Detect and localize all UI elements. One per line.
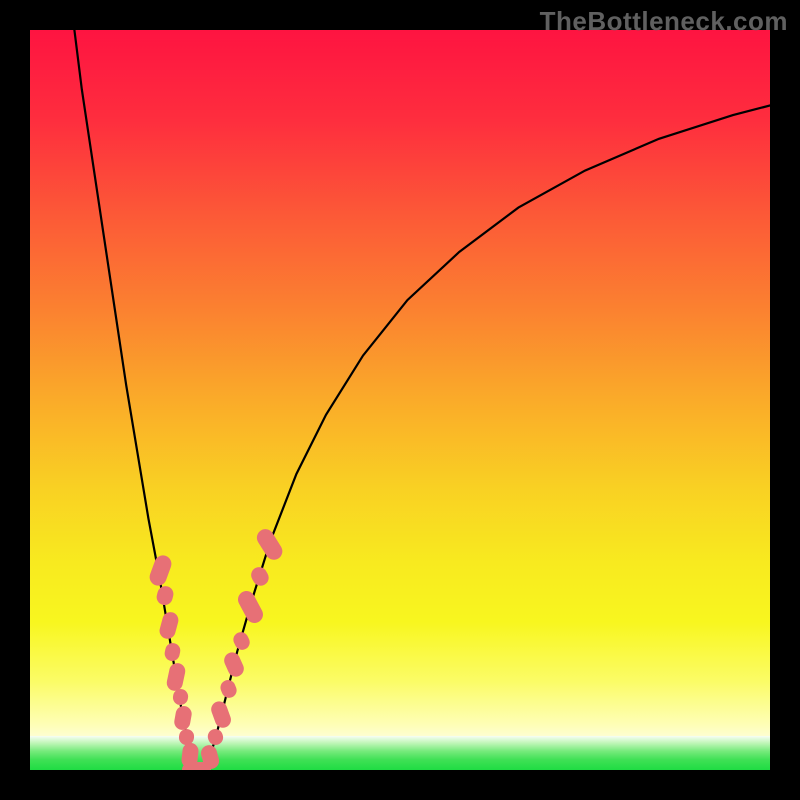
data-marker	[173, 705, 193, 731]
data-marker	[235, 588, 266, 626]
chart-frame: TheBottleneck.com	[0, 0, 800, 800]
plot-area	[30, 30, 770, 770]
data-marker	[230, 629, 251, 651]
data-marker	[254, 526, 286, 563]
watermark-text: TheBottleneck.com	[540, 6, 788, 37]
data-marker	[164, 641, 182, 661]
data-marker	[209, 699, 233, 730]
data-marker	[155, 585, 175, 608]
data-marker	[205, 727, 224, 747]
data-marker	[248, 564, 271, 588]
data-marker	[172, 688, 189, 707]
data-marker	[158, 611, 181, 641]
data-markers-layer	[30, 30, 770, 770]
data-marker	[222, 650, 247, 680]
data-marker	[218, 678, 238, 700]
data-marker	[166, 662, 188, 693]
data-marker	[147, 553, 174, 588]
